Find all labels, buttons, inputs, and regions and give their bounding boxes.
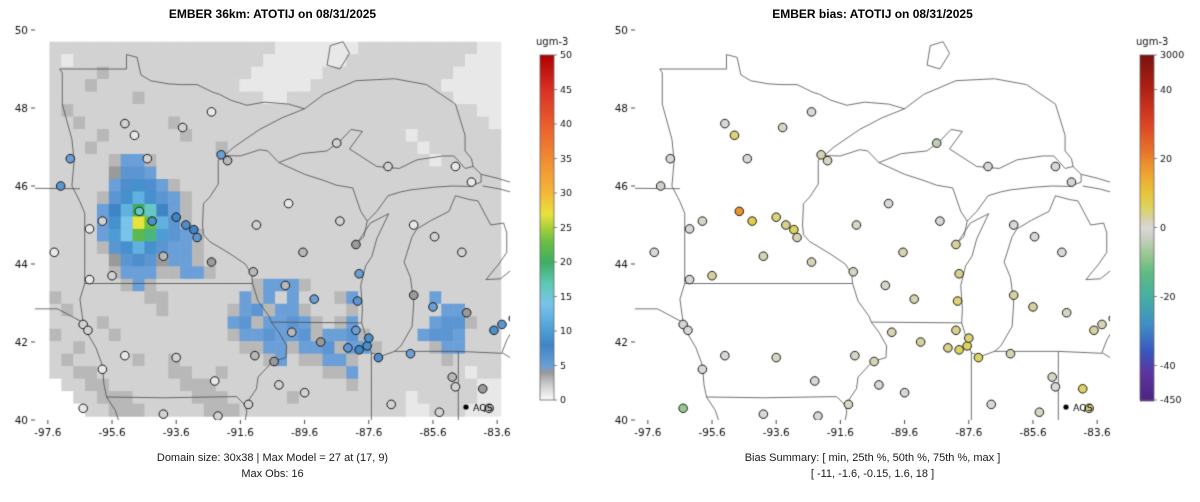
right-panel-title: EMBER bias: ATOTIJ on 08/31/2025	[772, 7, 973, 21]
left-caption-maxobs: Max Obs: 16	[241, 468, 304, 480]
model-concentration-panel: EMBER 36km: ATOTIJ on 08/31/2025 Domain …	[0, 0, 600, 502]
bias-panel: EMBER bias: ATOTIJ on 08/31/2025 Bias Su…	[600, 0, 1200, 502]
left-caption-domain: Domain size: 30x38 | Max Model = 27 at (…	[156, 452, 389, 464]
left-panel-title: EMBER 36km: ATOTIJ on 08/31/2025	[168, 7, 377, 21]
right-caption-bias-summary-header: Bias Summary: [ min, 25th %, 50th %, 75t…	[744, 452, 1001, 464]
bias-map-canvas	[600, 0, 1200, 502]
right-caption-bias-summary-values: [ -11, -1.6, -0.15, 1.6, 18 ]	[810, 468, 935, 480]
model-map-canvas	[0, 0, 600, 502]
